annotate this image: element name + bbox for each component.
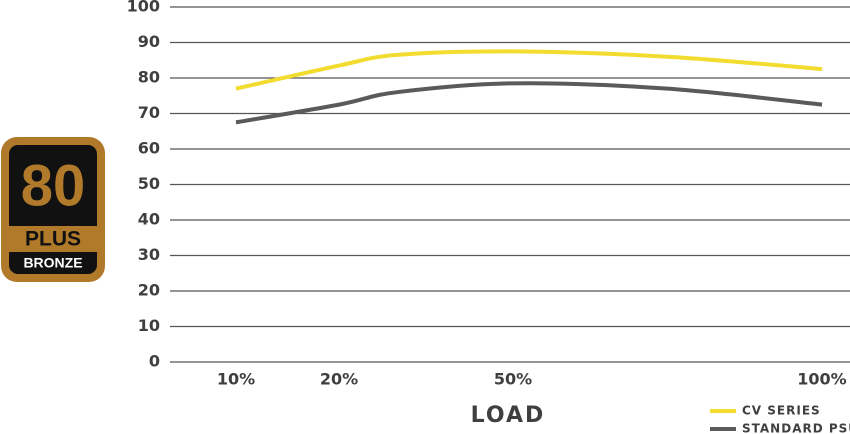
x-tick-label: 50% xyxy=(494,370,532,389)
badge-number: 80 xyxy=(21,153,86,218)
series-line xyxy=(235,81,823,125)
x-tick-label: 10% xyxy=(217,370,255,389)
badge-band xyxy=(9,226,97,252)
legend-label: CV SERIES xyxy=(742,404,821,418)
badge-level: BRONZE xyxy=(23,255,82,271)
series-line xyxy=(235,49,823,91)
legend-label: STANDARD PSU xyxy=(742,422,850,434)
y-tick-label: 10 xyxy=(138,316,160,335)
badge-brand: PLUS xyxy=(25,228,81,251)
y-tick-label: 60 xyxy=(138,139,160,158)
y-tick-label: 80 xyxy=(138,68,160,87)
y-tick-label: 70 xyxy=(138,103,160,122)
badge: 80 PLUS BRONZE xyxy=(1,137,105,282)
y-tick-label: 30 xyxy=(138,245,160,264)
y-tick-label: 90 xyxy=(138,32,160,51)
x-tick-label: 20% xyxy=(320,370,358,389)
x-tick-label: 100% xyxy=(797,370,846,389)
y-tick-label: 100 xyxy=(127,0,160,16)
y-tick-label: 20 xyxy=(138,281,160,300)
y-tick-label: 40 xyxy=(138,210,160,229)
y-tick-label: 50 xyxy=(138,174,160,193)
x-axis-label: LOAD xyxy=(471,403,546,428)
y-tick-label: 0 xyxy=(149,352,160,371)
